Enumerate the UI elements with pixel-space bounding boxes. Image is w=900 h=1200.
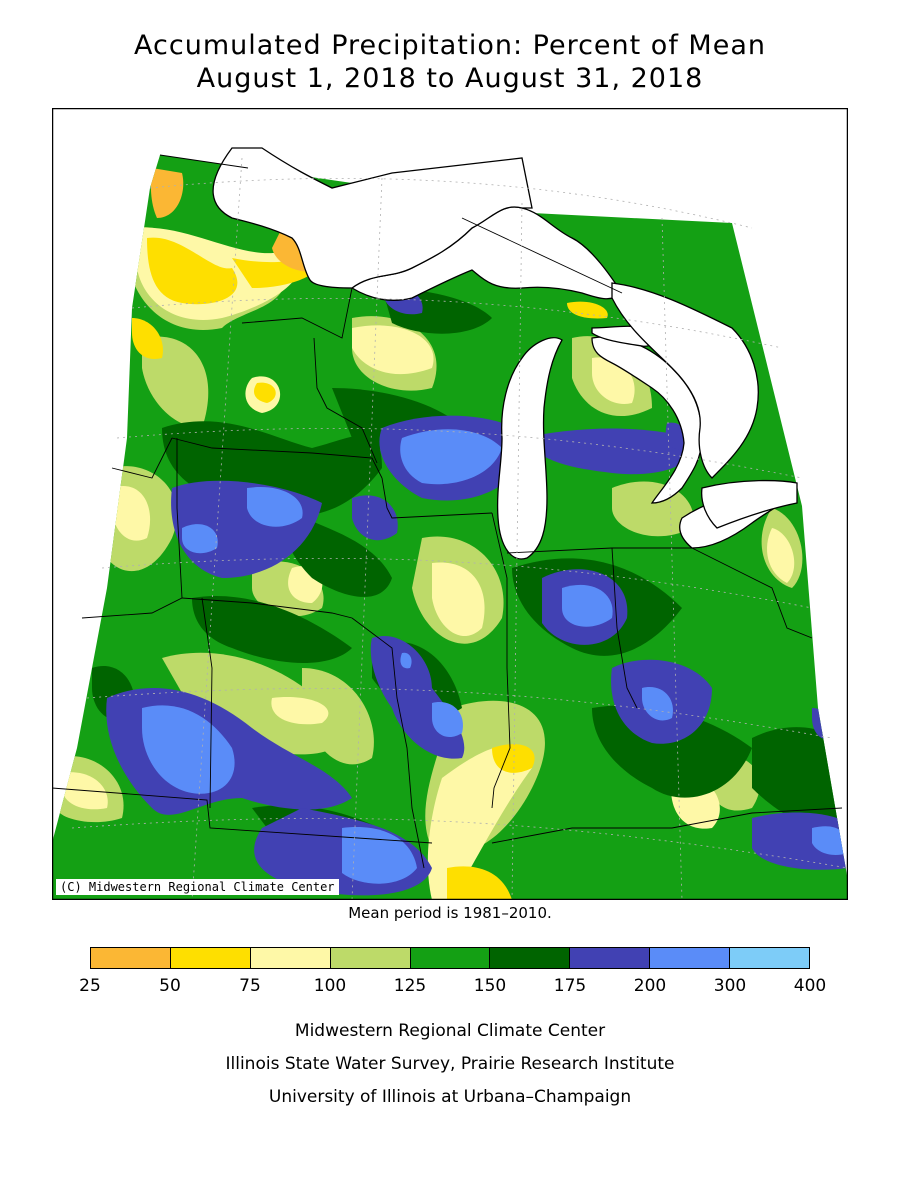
credit-line-3: University of Illinois at Urbana–Champai… bbox=[268, 1087, 632, 1107]
legend-tick-label: 150 bbox=[473, 976, 507, 996]
legend-swatch bbox=[490, 948, 571, 968]
graticule bbox=[71, 157, 848, 900]
state-borders bbox=[52, 154, 843, 869]
legend-tick-label: 25 bbox=[79, 976, 101, 996]
legend-swatch bbox=[410, 948, 491, 968]
map-title: Accumulated Precipitation: Percent of Me… bbox=[134, 30, 766, 61]
map-date-range: August 1, 2018 to August 31, 2018 bbox=[196, 63, 704, 94]
legend-swatch bbox=[91, 948, 171, 968]
legend-tick-label: 125 bbox=[393, 976, 427, 996]
legend-tick-label: 100 bbox=[313, 976, 347, 996]
legend-tick-labels: 25 50 75 100 125 150 175 200 300 400 bbox=[79, 976, 826, 998]
legend-swatch bbox=[730, 948, 810, 968]
legend-swatch bbox=[250, 948, 331, 968]
legend-swatch bbox=[170, 948, 251, 968]
precipitation-map bbox=[52, 108, 848, 900]
legend-tick-label: 400 bbox=[793, 976, 827, 996]
map-copyright: (C) Midwestern Regional Climate Center bbox=[56, 879, 339, 895]
color-legend bbox=[90, 947, 810, 969]
legend-swatch bbox=[650, 948, 731, 968]
legend-tick-label: 175 bbox=[553, 976, 587, 996]
great-lakes bbox=[212, 147, 798, 560]
mean-period-note: Mean period is 1981–2010. bbox=[348, 904, 552, 922]
legend-tick-label: 50 bbox=[159, 976, 181, 996]
legend-swatch bbox=[330, 948, 411, 968]
legend-tick-label: 75 bbox=[239, 976, 261, 996]
legend-swatch bbox=[570, 948, 651, 968]
legend-tick-label: 200 bbox=[633, 976, 667, 996]
credit-line-1: Midwestern Regional Climate Center bbox=[294, 1021, 606, 1041]
credit-line-2: Illinois State Water Survey, Prairie Res… bbox=[225, 1054, 675, 1074]
legend-tick-label: 300 bbox=[713, 976, 747, 996]
